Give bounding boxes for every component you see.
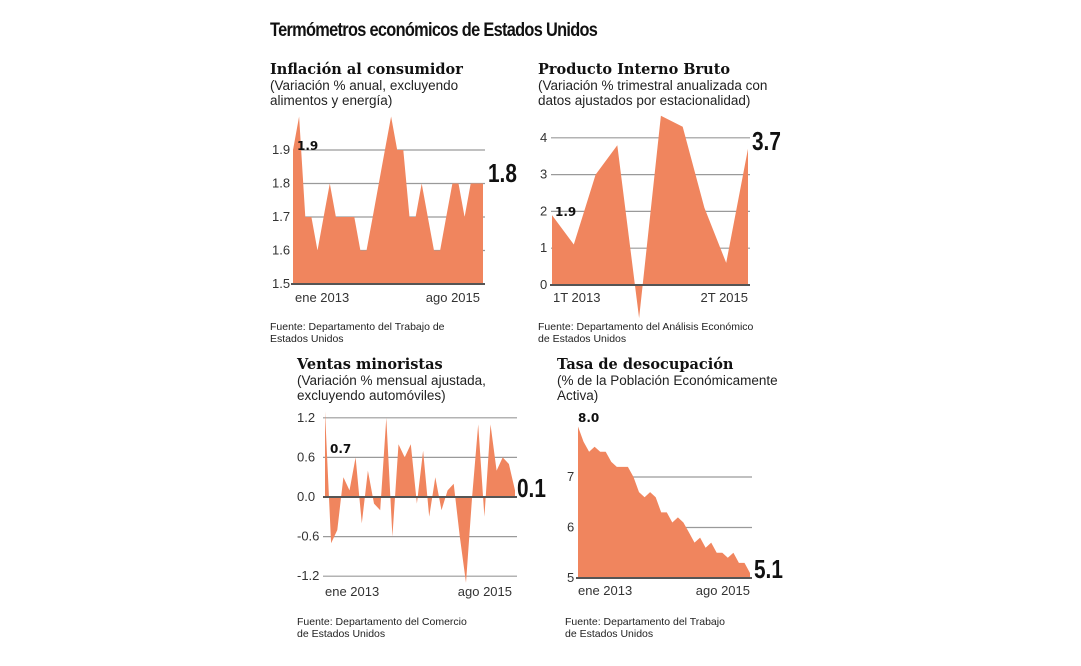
- panel-subtitle: alimentos y energía): [270, 93, 393, 108]
- y-tick-label: 1.9: [272, 142, 290, 157]
- first-value-label: 8.0: [578, 411, 599, 425]
- panel-inflation-source: Fuente: Departamento del Trabajo de Esta…: [270, 321, 445, 345]
- y-tick-label: 4: [540, 130, 547, 145]
- source-line: de Estados Unidos: [538, 333, 627, 345]
- panel-subtitle: (Variación % trimestral anualizada con: [538, 78, 768, 93]
- y-tick-label: 6: [567, 520, 574, 535]
- y-tick-label: 1.8: [272, 176, 290, 191]
- x-end-label: 2T 2015: [701, 290, 748, 305]
- y-tick-label: 7: [567, 469, 574, 484]
- main-title: Termómetros económicos de Estados Unidos: [270, 20, 598, 41]
- data-area: [552, 115, 748, 319]
- source-line: Fuente: Departamento del Comercio: [297, 616, 467, 628]
- source-line: Fuente: Departamento del Análisis Económ…: [538, 321, 754, 333]
- panel-inflation-header: Inflación al consumidor (Variación % anu…: [270, 61, 463, 109]
- last-value-label: 5.1: [754, 555, 783, 584]
- panel-unemployment-source: Fuente: Departamento del Trabajo de Esta…: [565, 616, 725, 640]
- panel-gdp-header: Producto Interno Bruto (Variación % trim…: [538, 61, 768, 109]
- panel-subtitle: (% de la Población Económicamente: [557, 373, 778, 388]
- source-line: Fuente: Departamento del Trabajo de: [270, 321, 445, 333]
- panel-retail-source: Fuente: Departamento del Comercio de Est…: [297, 616, 467, 640]
- y-tick-label: 2: [540, 203, 547, 218]
- panel-subtitle: datos ajustados por estacionalidad): [538, 93, 751, 108]
- panel-retail-header: Ventas minoristas (Variación % mensual a…: [297, 356, 486, 404]
- panel-unemployment-header: Tasa de desocupación (% de la Población …: [557, 356, 778, 404]
- last-value-label: 3.7: [752, 127, 781, 156]
- source-line: de Estados Unidos: [297, 628, 386, 640]
- y-tick-label: -0.6: [297, 529, 319, 544]
- y-tick-label: 1.5: [272, 276, 290, 291]
- y-tick-label: 1.6: [272, 243, 290, 258]
- y-tick-label: 0.6: [297, 449, 315, 464]
- source-line: de Estados Unidos: [565, 628, 654, 640]
- panel-title: Tasa de desocupación: [557, 356, 734, 373]
- panel-title: Producto Interno Bruto: [538, 61, 731, 78]
- panel-subtitle: Activa): [557, 388, 599, 403]
- x-start-label: ene 2013: [325, 584, 379, 599]
- y-tick-label: 3: [540, 167, 547, 182]
- y-tick-label: 0.0: [297, 489, 315, 504]
- last-value-label: 0.1: [517, 474, 546, 503]
- first-value-label: 0.7: [330, 442, 351, 456]
- panel-title: Ventas minoristas: [297, 356, 443, 373]
- x-start-label: ene 2013: [578, 583, 632, 598]
- first-value-label: 1.9: [297, 139, 318, 153]
- y-tick-label: 5: [567, 570, 574, 585]
- data-area: [578, 426, 750, 578]
- panel-subtitle: (Variación % mensual ajustada,: [297, 373, 486, 388]
- last-value-label: 1.8: [488, 159, 517, 188]
- y-tick-label: 0: [540, 277, 547, 292]
- x-end-label: ago 2015: [426, 290, 480, 305]
- data-area: [293, 116, 483, 284]
- x-start-label: ene 2013: [295, 290, 349, 305]
- panel-subtitle: excluyendo automóviles): [297, 388, 446, 403]
- x-end-label: ago 2015: [458, 584, 512, 599]
- y-tick-label: 1.7: [272, 209, 290, 224]
- source-line: Fuente: Departamento del Trabajo: [565, 616, 725, 628]
- y-tick-label: 1.2: [297, 410, 315, 425]
- y-tick-label: 1: [540, 240, 547, 255]
- first-value-label: 1.9: [555, 205, 576, 219]
- y-tick-label: -1.2: [297, 568, 319, 583]
- x-end-label: ago 2015: [696, 583, 750, 598]
- panel-title: Inflación al consumidor: [270, 61, 463, 78]
- panel-gdp-source: Fuente: Departamento del Análisis Económ…: [538, 321, 753, 345]
- x-start-label: 1T 2013: [553, 290, 600, 305]
- panel-subtitle: (Variación % anual, excluyendo: [270, 78, 459, 93]
- source-line: Estados Unidos: [270, 333, 344, 345]
